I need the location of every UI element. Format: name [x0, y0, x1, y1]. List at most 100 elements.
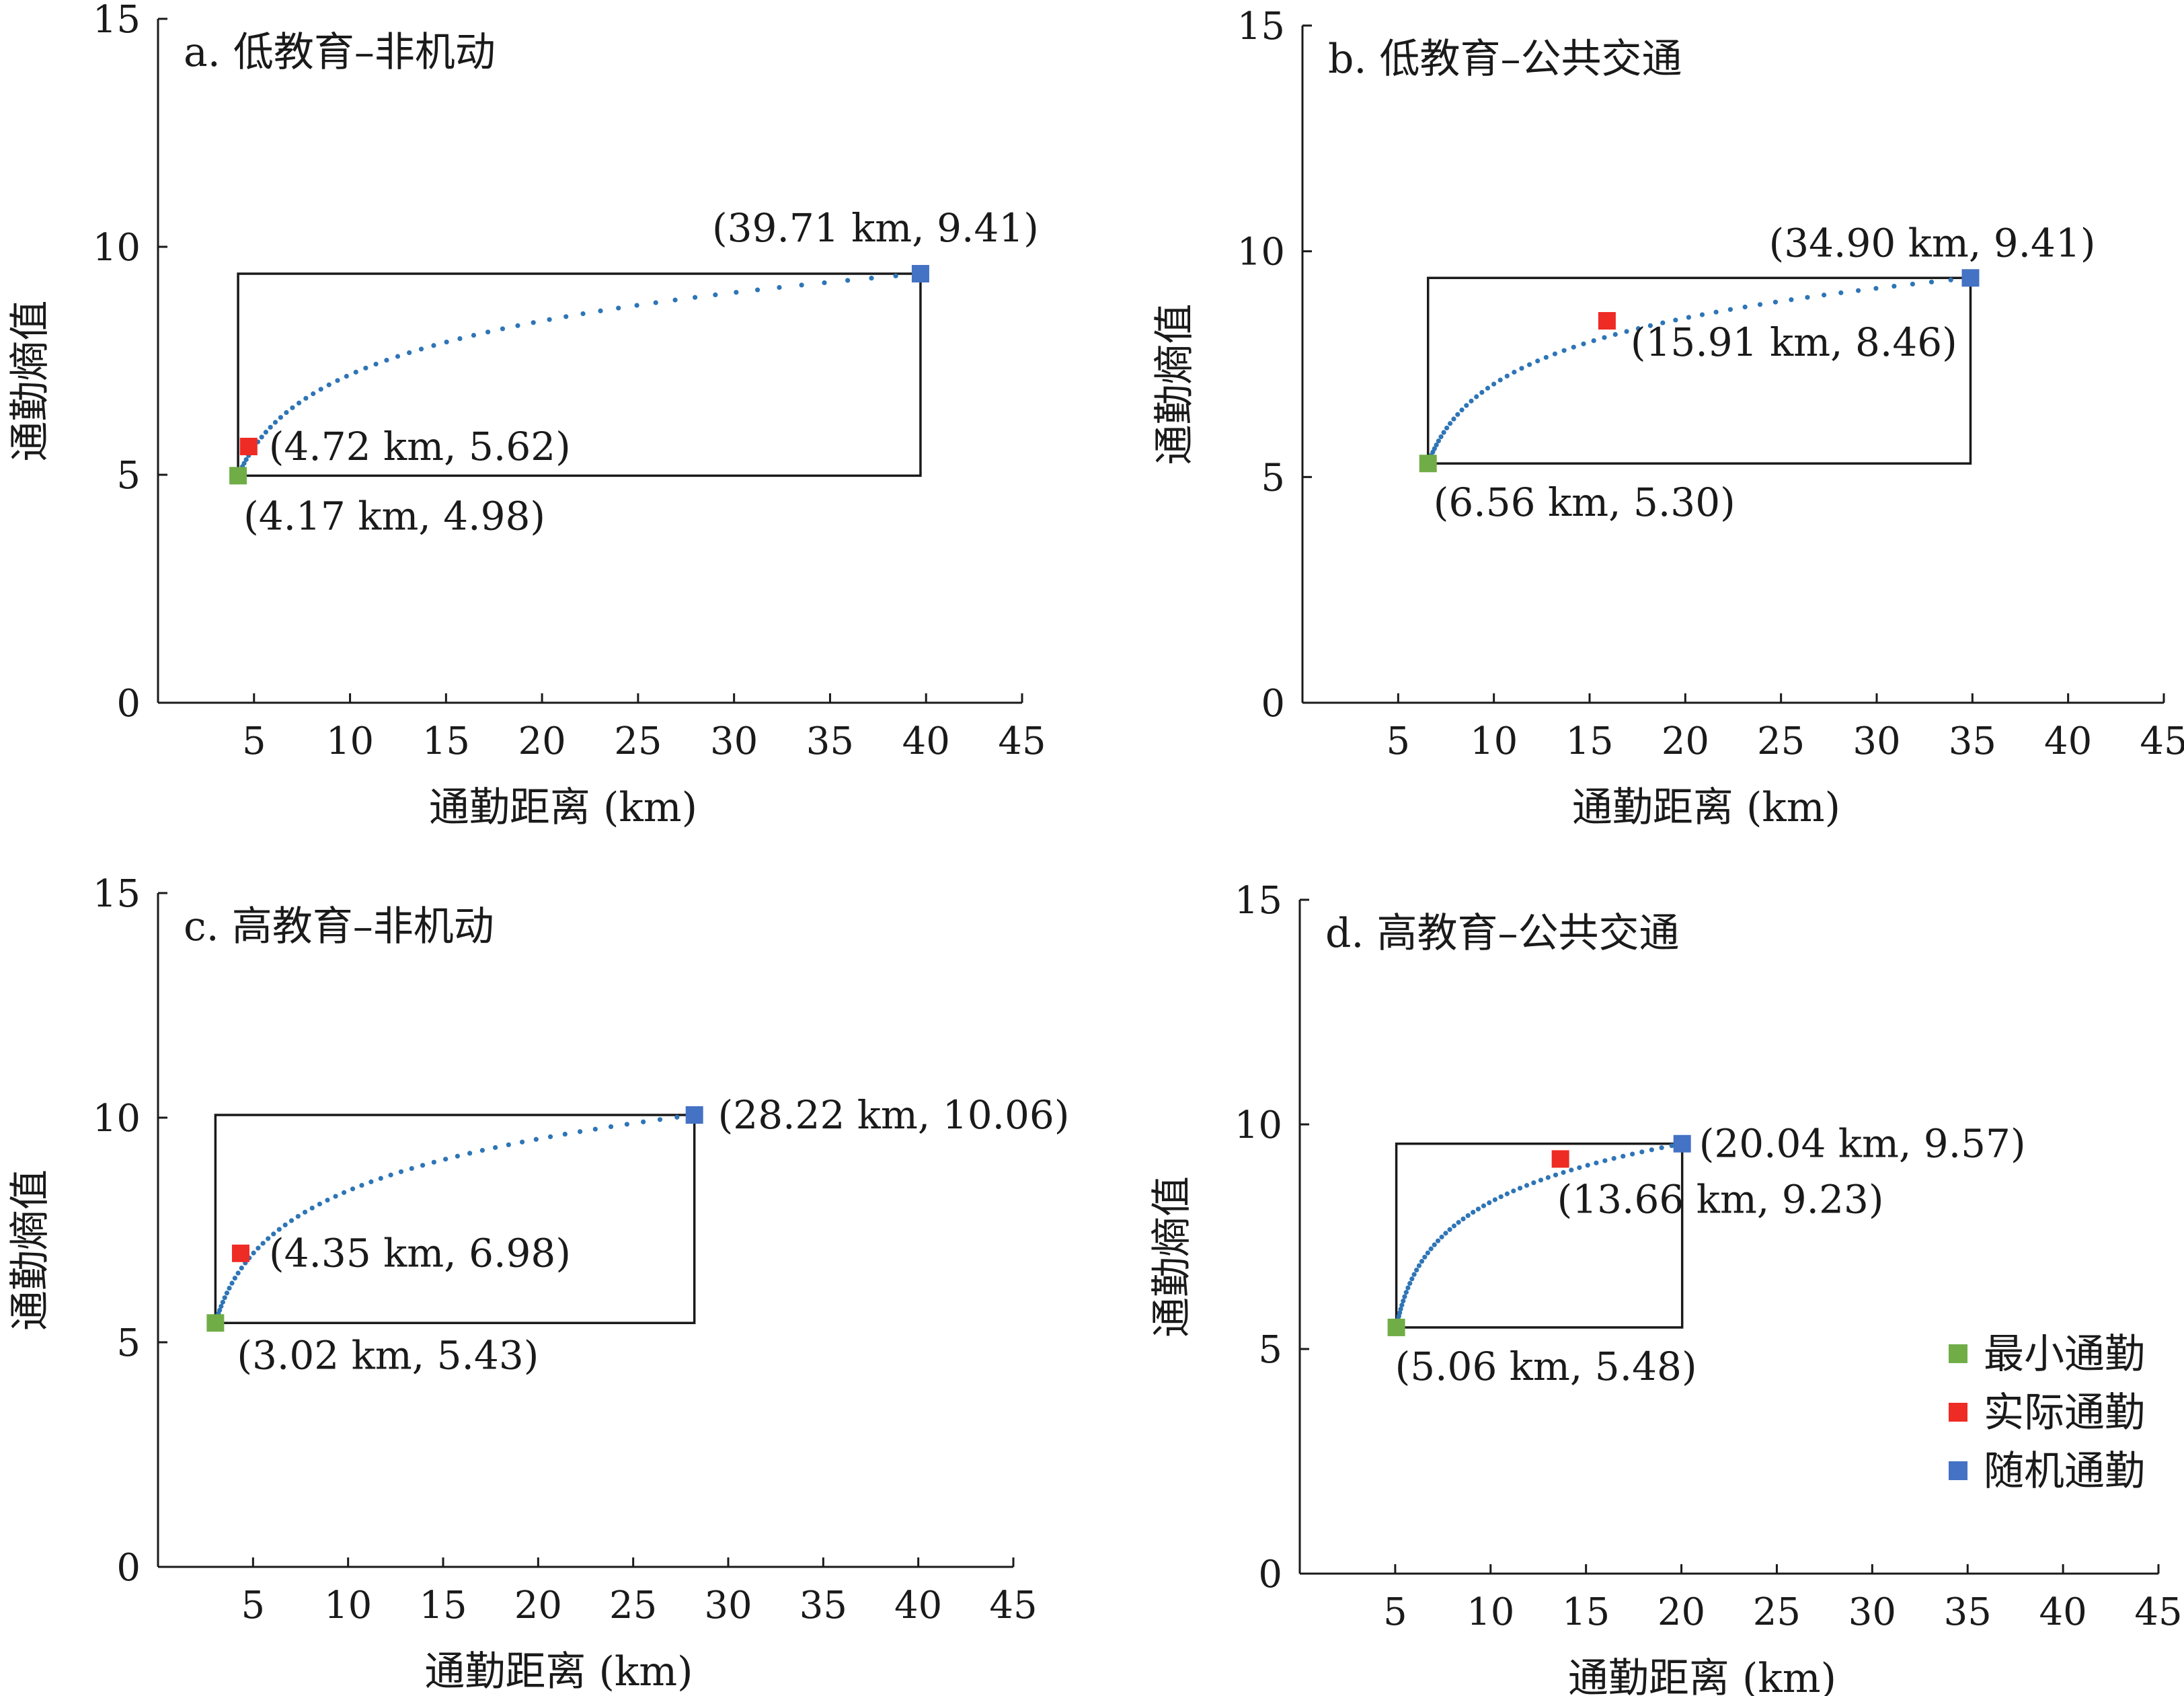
legend-label-min: 最小通勤	[1984, 1331, 2145, 1378]
curve-dot	[398, 1169, 404, 1174]
curve-dot	[1519, 366, 1524, 371]
curve-dot	[563, 314, 569, 319]
curve-dot	[1428, 1246, 1434, 1251]
curve-dot	[1443, 1231, 1448, 1236]
curve-dot	[1639, 1149, 1645, 1155]
curve-dot	[1581, 341, 1586, 346]
x-tick-label: 20	[1658, 1590, 1705, 1634]
curve-dot	[598, 308, 603, 313]
curve-dot	[1464, 403, 1469, 408]
curve-dot	[1585, 1163, 1590, 1168]
x-tick-label: 5	[242, 720, 266, 763]
curve-dot	[350, 1186, 356, 1192]
curve-dot	[219, 1303, 224, 1309]
x-tick-label: 45	[2140, 720, 2184, 763]
curve-dot	[266, 1236, 271, 1241]
x-tick-label: 25	[1757, 720, 1805, 763]
x-tick-label: 30	[710, 720, 758, 763]
curve-dot	[1435, 1238, 1441, 1243]
legend-swatch-random	[1949, 1461, 1967, 1480]
legend-label-actual: 实际通勤	[1984, 1389, 2145, 1436]
curve-dot	[1416, 1263, 1422, 1268]
x-tick-label: 10	[326, 720, 374, 763]
x-tick-label: 35	[806, 720, 854, 763]
curve-dot	[303, 395, 309, 401]
y-axis-label: 通勤熵值	[7, 301, 54, 462]
y-tick-label: 15	[1235, 879, 1282, 923]
curve-dot	[1538, 1178, 1544, 1183]
curve-dot	[1451, 416, 1456, 422]
x-tick-label: 15	[422, 720, 470, 763]
curve-dot	[1928, 279, 1935, 284]
x-tick-label: 25	[614, 720, 662, 763]
x-tick-label: 10	[1470, 720, 1518, 763]
x-tick-label: 45	[989, 1584, 1037, 1627]
y-axis-label: 通勤熵值	[7, 1169, 54, 1331]
curve-dot	[547, 1134, 553, 1139]
curve-dot	[1772, 299, 1779, 305]
curve-dot	[1545, 1175, 1551, 1180]
y-tick-label: 10	[93, 1097, 141, 1141]
curve-dot	[1441, 430, 1446, 435]
curve-dot	[506, 1142, 511, 1147]
curve-dot	[734, 290, 739, 295]
curve-dot	[562, 1131, 568, 1137]
curve-dot	[893, 273, 898, 278]
y-tick-label: 5	[116, 454, 141, 498]
curve-dot	[359, 1182, 364, 1188]
curve-dot	[284, 410, 289, 416]
curve-dot	[1552, 351, 1558, 356]
curve-dot	[1474, 394, 1479, 399]
x-tick-label: 40	[902, 720, 950, 763]
actual-commute-marker	[231, 1244, 249, 1262]
curve-dot	[592, 1126, 598, 1132]
curve-dot	[431, 343, 436, 348]
chart-panels: 5 10 15 20 25 30 35 40 45 0 5 10 15 通勤距离 (km) 通勤熵值 a. 低…	[7, 0, 2184, 1696]
curve-dot	[431, 1159, 436, 1165]
curve-dot	[444, 339, 449, 345]
y-tick-label: 10	[1235, 1104, 1282, 1147]
x-tick-label: 30	[1852, 720, 1900, 763]
min-commute-marker	[1419, 455, 1437, 473]
curve-dot	[1434, 442, 1439, 448]
curve-dot	[1397, 1310, 1403, 1315]
curve-dot	[1635, 325, 1641, 332]
curve-dot	[259, 434, 264, 440]
curve-dot	[288, 1218, 295, 1223]
legend-label-random: 随机通勤	[1984, 1448, 2145, 1495]
curve-dot	[1425, 1250, 1430, 1256]
curve-dot	[1447, 421, 1453, 426]
random-point-label: (28.22 km, 10.06)	[718, 1092, 1070, 1138]
curve-dot	[1855, 288, 1861, 293]
x-tick-label: 25	[609, 1584, 657, 1627]
curve-dot	[1444, 425, 1450, 431]
curve-dot	[260, 1241, 266, 1246]
curve-dot	[1481, 1203, 1487, 1208]
y-tick-label: 5	[1261, 456, 1285, 500]
curve-dot	[1465, 1212, 1471, 1219]
curve-dot	[395, 354, 401, 359]
y-axis-label: 通勤熵值	[1151, 304, 1198, 465]
min-point-label: (3.02 km, 5.43)	[237, 1332, 539, 1378]
x-tick-label: 35	[1944, 1590, 1992, 1634]
curve-dot	[1504, 373, 1510, 379]
curve-dot	[302, 1209, 308, 1215]
curve-dot	[1660, 320, 1666, 325]
y-tick-label: 0	[116, 682, 141, 726]
curve-dot	[1649, 1147, 1654, 1153]
range-rectangle	[237, 272, 922, 477]
curve-dot	[547, 317, 552, 322]
curve-dot	[577, 1129, 583, 1134]
curve-dot	[1669, 1143, 1674, 1149]
panel-a: 5 10 15 20 25 30 35 40 45 0 5 10 15 通勤距离 (km) 通勤熵值 a. 低…	[7, 0, 1046, 831]
x-tick-label: 5	[1383, 1590, 1407, 1634]
curve-dot	[1713, 309, 1719, 315]
curve-dot	[869, 276, 874, 281]
random-point-label: (39.71 km, 9.41)	[712, 205, 1039, 251]
actual-commute-marker	[1598, 312, 1616, 330]
curve-dot	[353, 369, 358, 375]
curve-dot	[1699, 312, 1705, 317]
curve-dot	[1487, 1200, 1492, 1206]
random-commute-marker	[685, 1106, 703, 1124]
